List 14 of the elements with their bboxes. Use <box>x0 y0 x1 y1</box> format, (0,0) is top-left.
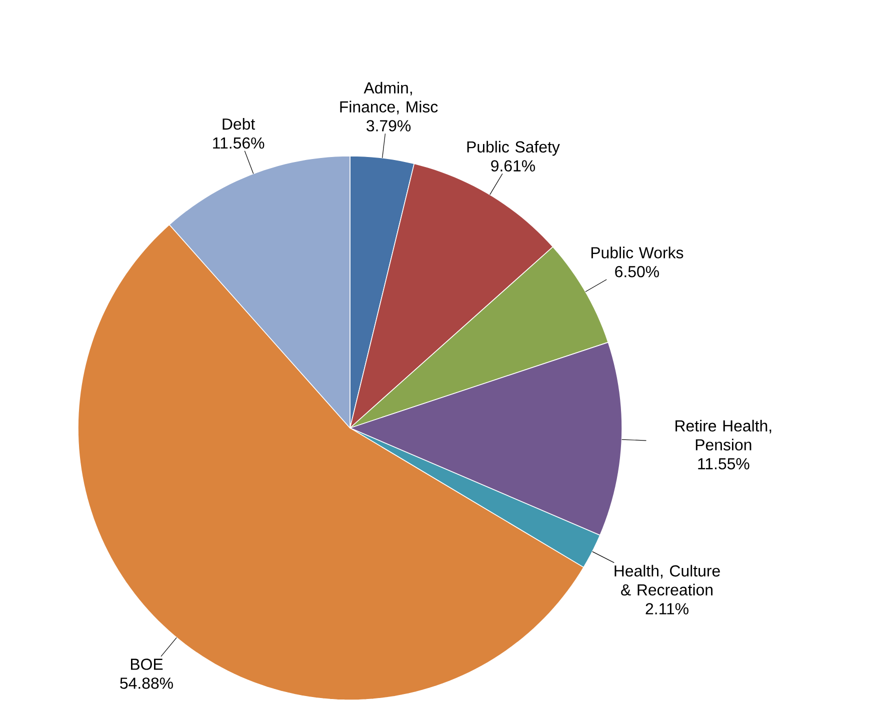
slice-label: BOE <box>130 658 163 670</box>
data-label: 11.56% <box>213 137 264 149</box>
slice-label: Health, Culture & Recreation <box>614 564 720 596</box>
data-label: 2.11% <box>646 603 688 614</box>
slice-label: Retire Health, Pension <box>676 420 772 450</box>
slice-label: Public Works <box>591 246 684 258</box>
data-label: 11.55% <box>698 458 750 470</box>
slice-label: Admin, Finance, Misc <box>340 82 438 114</box>
data-label: 9.61% <box>491 160 535 172</box>
data-label: 6.50% <box>615 266 659 278</box>
data-label: 3.79% <box>366 120 411 132</box>
slice-label: Debt <box>222 118 256 130</box>
slice-label: Public Safety <box>467 140 560 156</box>
data-label: 54.88% <box>120 678 173 689</box>
